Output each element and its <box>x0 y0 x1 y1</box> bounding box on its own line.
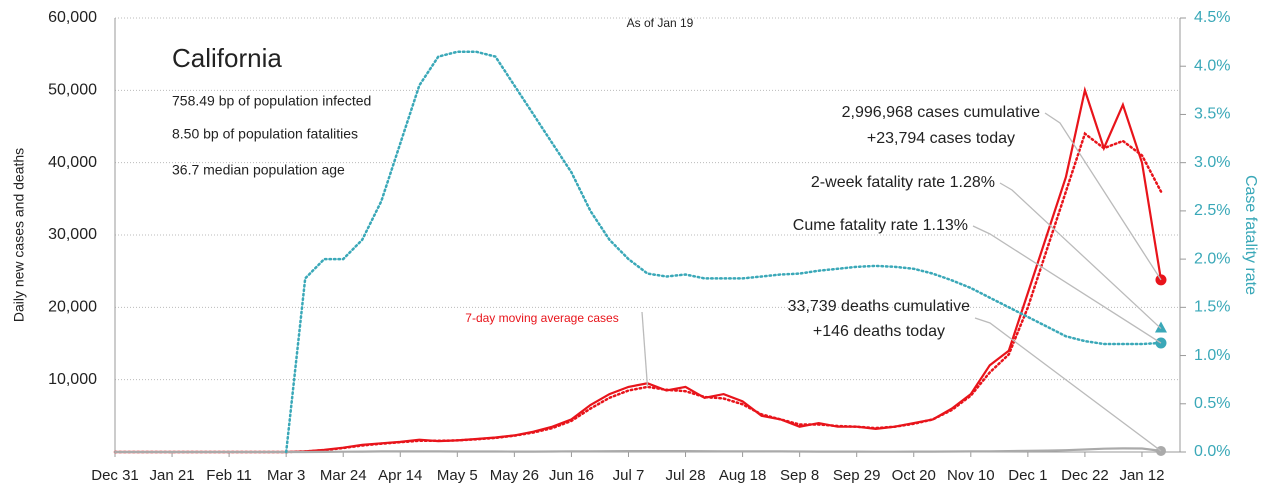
annotation: 33,739 deaths cumulative <box>788 298 970 315</box>
y2-tick-label: 0.5% <box>1194 395 1230 412</box>
x-tick-label: Dec 31 <box>91 467 139 484</box>
y-tick-label: 60,000 <box>48 9 97 26</box>
y-tick-label: 50,000 <box>48 82 97 99</box>
annotation: Cume fatality rate 1.13% <box>793 217 968 234</box>
leader-line <box>641 311 649 387</box>
y2-tick-label: 2.5% <box>1194 202 1230 219</box>
annotation: 7-day moving average cases <box>465 311 618 325</box>
x-tick-label: Feb 11 <box>206 467 252 484</box>
y2-axis-label: Case fatality rate <box>1242 175 1259 295</box>
x-tick-label: Nov 10 <box>947 467 995 484</box>
y-tick-label: 40,000 <box>48 154 97 171</box>
x-tick-label: Sep 29 <box>833 467 881 484</box>
x-tick-label: Jul 7 <box>613 467 645 484</box>
x-tick-label: Dec 1 <box>1008 467 1047 484</box>
leader-line <box>974 317 1162 452</box>
y2-tick-label: 3.5% <box>1194 106 1230 123</box>
x-tick-label: Mar 24 <box>320 467 367 484</box>
y-tick-label: 10,000 <box>48 371 97 388</box>
x-tick-label: Jan 12 <box>1119 467 1164 484</box>
x-tick-label: Mar 3 <box>267 467 305 484</box>
series-line <box>113 447 1163 454</box>
x-tick-label: Jul 28 <box>666 467 706 484</box>
y2-tick-label: 4.0% <box>1194 57 1230 74</box>
x-tick-label: Oct 20 <box>892 467 936 484</box>
chart-title: California <box>172 43 282 73</box>
fact: 36.7 median population age <box>172 162 345 178</box>
x-tick-label: Jan 21 <box>150 467 195 484</box>
y2-tick-label: 1.5% <box>1194 299 1230 316</box>
y2-tick-label: 2.0% <box>1194 250 1230 267</box>
y2-tick-label: 3.0% <box>1194 154 1230 171</box>
x-tick-label: May 26 <box>490 467 539 484</box>
annotation: 2,996,968 cases cumulative <box>842 104 1040 121</box>
y2-tick-label: 0.0% <box>1194 443 1230 460</box>
two-week-marker <box>1154 321 1167 333</box>
annotation: +146 deaths today <box>813 323 945 340</box>
x-tick-label: Dec 22 <box>1061 467 1109 484</box>
y2-tick-label: 1.0% <box>1194 347 1230 364</box>
fact: 8.50 bp of population fatalities <box>172 126 358 142</box>
y-axis-label: Daily new cases and deaths <box>11 148 27 322</box>
y-tick-label: 20,000 <box>48 299 97 316</box>
series-line <box>284 50 1163 454</box>
annotation: 2-week fatality rate 1.28% <box>811 174 995 191</box>
x-tick-label: Apr 14 <box>378 467 422 484</box>
leader-line <box>999 182 1162 330</box>
annotation: +23,794 cases today <box>867 130 1015 147</box>
x-tick-label: Sep 8 <box>780 467 819 484</box>
leader-line <box>1044 112 1162 281</box>
x-tick-label: Aug 18 <box>719 467 767 484</box>
series-line <box>113 131 1163 454</box>
y2-tick-label: 4.5% <box>1194 9 1230 26</box>
x-tick-label: May 5 <box>437 467 478 484</box>
chart-subtitle: As of Jan 19 <box>627 16 694 30</box>
leader-line <box>972 225 1162 344</box>
fact: 758.49 bp of population infected <box>172 93 371 109</box>
y-tick-label: 30,000 <box>48 226 97 243</box>
x-tick-label: Jun 16 <box>549 467 594 484</box>
